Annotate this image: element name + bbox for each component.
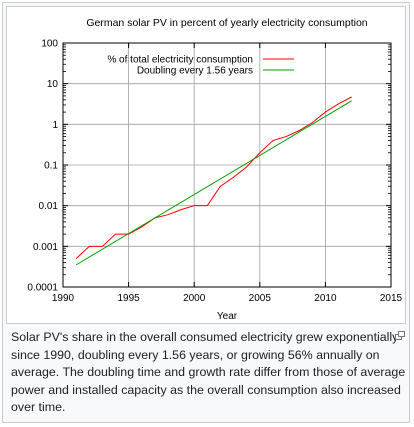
legend: % of total electricity consumptionDoubli… <box>107 55 294 77</box>
figure-thumbnail: 1990 1995 2000 2005 2010 2015 0.0001 0.001 0.01 0… <box>2 2 410 423</box>
x-tick-label: 2010 <box>314 293 337 304</box>
x-tick-label: 2005 <box>249 293 272 304</box>
x-tick-label: 1990 <box>52 293 75 304</box>
y-tick-label: 0.001 <box>33 242 58 253</box>
grid-layer <box>63 43 391 287</box>
x-tick-label: 2000 <box>183 293 206 304</box>
y-tick-label: 10 <box>47 79 59 90</box>
series-line-2 <box>75 100 352 266</box>
magnify-clip-icon[interactable] <box>395 331 405 340</box>
y-tick-label: 0.0001 <box>27 283 58 294</box>
x-axis-label: Year <box>217 311 238 322</box>
tick-layer: 1990 1995 2000 2005 2010 2015 0.0001 0.001 0.01 0… <box>27 39 402 305</box>
series-line-1 <box>75 96 352 259</box>
chart-frame[interactable]: 1990 1995 2000 2005 2010 2015 0.0001 0.001 0.01 0… <box>6 6 406 324</box>
chart-title: German solar PV in percent of yearly ele… <box>86 17 367 29</box>
series-layer <box>75 96 352 266</box>
y-tick-label: 0.01 <box>39 201 59 212</box>
y-tick-label: 0.1 <box>44 161 58 172</box>
y-tick-label: 100 <box>41 39 58 50</box>
figure-caption: Solar PV's share in the overall consumed… <box>11 330 406 415</box>
x-tick-label: 2015 <box>380 293 403 304</box>
legend-label-2: Doubling every 1.56 years <box>137 66 253 77</box>
legend-label-1: % of total electricity consumption <box>107 55 253 66</box>
x-tick-label: 1995 <box>117 293 140 304</box>
y-tick-label: 1 <box>52 120 58 131</box>
chart-svg: 1990 1995 2000 2005 2010 2015 0.0001 0.001 0.01 0… <box>27 17 402 322</box>
